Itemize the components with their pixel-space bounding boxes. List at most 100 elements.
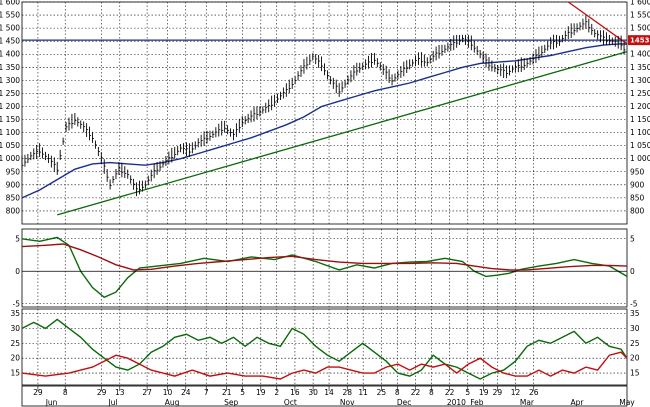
price-ytick-left: 1 400 xyxy=(0,50,20,59)
x-day-label: 19 xyxy=(256,388,266,397)
x-month-label: Jul xyxy=(107,398,117,407)
x-day-label: 7 xyxy=(204,388,209,397)
x-day-label: 28 xyxy=(342,388,352,397)
macd-ytick-right: 5 xyxy=(630,234,635,243)
x-day-label: 22 xyxy=(445,388,455,397)
stoch-series-0-line xyxy=(21,318,628,380)
x-day-label: 22 xyxy=(411,388,421,397)
stoch-ytick-left: 25 xyxy=(10,339,20,348)
x-axis-frame xyxy=(21,385,628,407)
macd-ytick-left: 0 xyxy=(15,267,20,276)
x-month-label: Sep xyxy=(224,398,238,407)
price-ytick-left: 1 500 xyxy=(0,24,20,33)
x-day-label: 8 xyxy=(429,388,434,397)
price-ytick-left: 900 xyxy=(6,180,21,189)
price-ytick-right: 850 xyxy=(630,193,645,202)
price-ytick-left: 1 200 xyxy=(0,102,20,111)
macd-ytick-left: -5 xyxy=(13,299,21,308)
price-ytick-right: 800 xyxy=(630,206,645,215)
price-ytick-left: 1 300 xyxy=(0,76,20,85)
macd-ytick-right: 0 xyxy=(630,267,635,276)
x-day-label: 14 xyxy=(324,388,334,397)
price-ytick-right: 950 xyxy=(630,167,645,176)
x-month-label: 2010 xyxy=(447,398,466,407)
price-ytick-left: 1 450 xyxy=(0,37,20,46)
stoch-ytick-right: 15 xyxy=(630,369,640,378)
x-day-label: 2 xyxy=(274,388,279,397)
price-frame xyxy=(21,1,628,225)
last-price-tag: 1453.9 xyxy=(630,37,650,45)
x-month-label: Apr xyxy=(570,398,584,407)
x-day-label: 19 xyxy=(479,388,489,397)
x-day-label: 11 xyxy=(358,388,368,397)
price-ytick-right: 1 150 xyxy=(630,115,650,124)
x-month-label: Aug xyxy=(165,398,180,407)
x-month-label: May xyxy=(619,398,635,407)
x-day-label: 29 xyxy=(33,388,43,397)
stoch-ytick-left: 15 xyxy=(10,369,20,378)
stochastic-panel: 15 15 20 20 25 25 30 30 35 35 xyxy=(10,308,640,386)
stoch-series-1-line xyxy=(21,351,628,380)
price-ytick-left: 1 050 xyxy=(0,141,20,150)
stoch-ytick-left: 35 xyxy=(10,309,20,318)
x-day-label: 21 xyxy=(222,388,232,397)
x-day-label: 5 xyxy=(240,388,245,397)
x-month-label: Nov xyxy=(340,398,355,407)
price-ytick-right: 1 600 xyxy=(630,0,650,7)
price-ytick-left: 1 250 xyxy=(0,89,20,98)
price-ytick-right: 1 350 xyxy=(630,63,650,72)
macd-panel: -5 -5 0 0 5 5 xyxy=(13,228,638,308)
macd-series-1-line xyxy=(21,243,628,271)
price-ytick-right: 1 500 xyxy=(630,24,650,33)
price-ytick-right: 1 000 xyxy=(630,154,650,163)
x-day-label: 27 xyxy=(142,388,152,397)
x-day-label: 8 xyxy=(63,388,68,397)
x-month-label: Oct xyxy=(284,398,297,407)
x-day-label: 29 xyxy=(493,388,503,397)
price-ytick-right: 1 550 xyxy=(630,11,650,20)
price-ytick-right: 1 200 xyxy=(630,102,650,111)
price-ytick-right: 900 xyxy=(630,180,645,189)
trendline-downtrend xyxy=(567,1,628,45)
x-day-label: 8 xyxy=(395,388,400,397)
x-month-label: Jun xyxy=(45,398,58,407)
x-day-label: 12 xyxy=(511,388,521,397)
x-month-label: Mar xyxy=(520,398,535,407)
stoch-ytick-right: 35 xyxy=(630,309,640,318)
last-price-tag-bg xyxy=(628,35,650,46)
x-day-label: 5 xyxy=(465,388,470,397)
x-axis: 29 8 29 13 27 10 24 7 21 5 19 2 16 30 14 28 11 25 8 22 8 22 5 1… xyxy=(21,385,635,407)
stoch-ytick-right: 30 xyxy=(630,324,640,333)
price-ytick-right: 1 400 xyxy=(630,50,650,59)
price-ytick-right: 1 300 xyxy=(630,76,650,85)
price-ytick-left: 1 550 xyxy=(0,11,20,20)
x-month-label: Feb xyxy=(470,398,484,407)
x-day-label: 25 xyxy=(377,388,387,397)
x-day-label: 16 xyxy=(290,388,300,397)
x-day-label: 29 xyxy=(97,388,107,397)
x-day-label: 13 xyxy=(115,388,125,397)
price-ytick-left: 1 000 xyxy=(0,154,20,163)
macd-series-0-line xyxy=(21,236,628,299)
price-ytick-left: 1 600 xyxy=(0,0,20,7)
macd-ytick-left: 5 xyxy=(15,234,20,243)
price-ytick-right: 1 100 xyxy=(630,128,650,137)
trendline-support xyxy=(57,50,628,216)
x-day-label: 10 xyxy=(163,388,173,397)
x-day-label: 24 xyxy=(181,388,191,397)
macd-ytick-right: -5 xyxy=(630,299,638,308)
price-ytick-left: 950 xyxy=(6,167,21,176)
price-ytick-left: 850 xyxy=(6,193,21,202)
stoch-ytick-right: 20 xyxy=(630,354,640,363)
stoch-ytick-right: 25 xyxy=(630,339,640,348)
price-ytick-right: 1 050 xyxy=(630,141,650,150)
price-panel: 800 800 850 850 900 900 950 950 1 000 1 000 1 050 1… xyxy=(0,0,650,225)
stoch-ytick-left: 20 xyxy=(10,354,20,363)
x-day-label: 30 xyxy=(308,388,318,397)
stoch-ytick-left: 30 xyxy=(10,324,20,333)
price-ytick-right: 1 250 xyxy=(630,89,650,98)
stoch-frame xyxy=(21,308,628,386)
price-ytick-left: 1 100 xyxy=(0,128,20,137)
x-day-label: 26 xyxy=(529,388,539,397)
